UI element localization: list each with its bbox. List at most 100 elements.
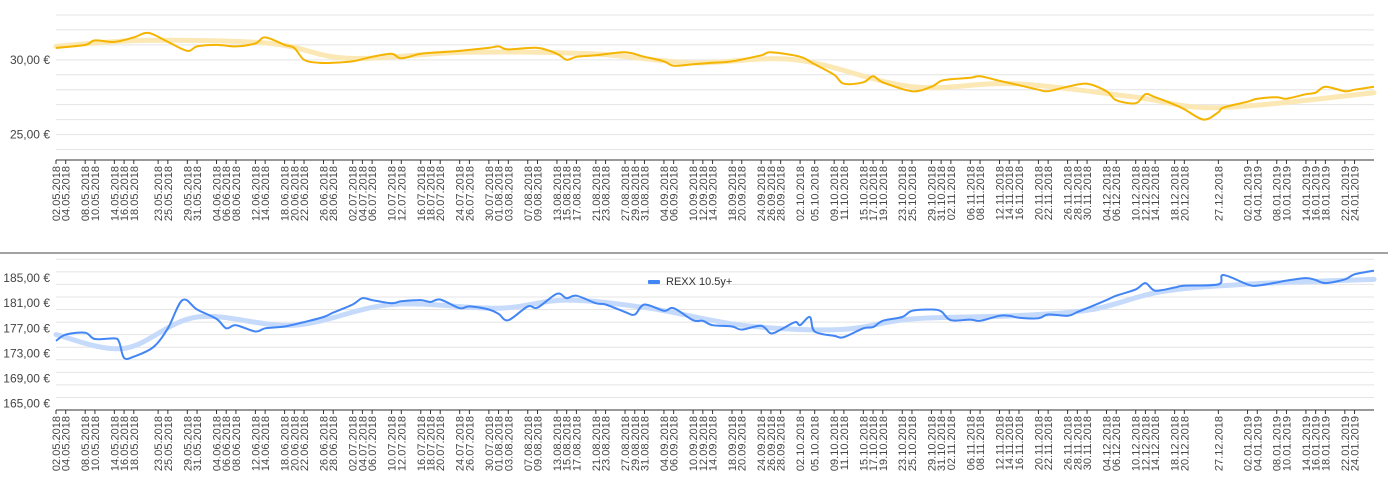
data-point [673, 308, 674, 309]
x-tick-label: 15.10.2018 [858, 166, 870, 221]
x-tick-label: 08.11.2018 [975, 416, 987, 470]
x-tick-label: 23.10.2018 [897, 416, 909, 471]
data-point [1135, 103, 1136, 104]
x-tick-label: 04.05.2018 [61, 166, 73, 221]
data-point [1257, 98, 1258, 99]
data-point [1203, 119, 1204, 120]
data-point [863, 328, 864, 329]
x-tick-label: 18.05.2018 [129, 416, 141, 471]
data-point [800, 325, 801, 326]
x-tick-label: 26.09.2018 [766, 416, 778, 471]
x-tick-label: 10.12.2018 [1131, 416, 1143, 471]
x-tick-label: 14.05.2018 [109, 416, 121, 471]
data-point [401, 301, 402, 302]
data-point [931, 309, 932, 310]
data-point [566, 298, 567, 299]
data-point [420, 53, 421, 54]
x-tick-label: 02.11.2018 [946, 166, 958, 220]
data-point [1223, 275, 1224, 276]
data-point [1344, 91, 1345, 92]
data-point [508, 320, 509, 321]
data-point [1276, 97, 1277, 98]
x-tick-label: 30.07.2018 [484, 166, 496, 221]
x-tick-label: 06.11.2018 [965, 166, 977, 220]
x-tick-label: 28.09.2018 [776, 416, 788, 471]
data-point [843, 83, 844, 84]
x-tick-label: 20.11.2018 [1033, 166, 1045, 220]
data-point [741, 329, 742, 330]
x-tick-label: 14.12.2018 [1150, 416, 1162, 471]
data-point [1145, 94, 1146, 95]
data-point [226, 328, 227, 329]
x-tick-label: 28.11.2018 [1072, 166, 1084, 220]
data-point [1067, 315, 1068, 316]
x-tick-label: 16.11.2018 [1014, 416, 1026, 470]
x-tick-label: 10.12.2018 [1131, 166, 1143, 221]
data-point [1374, 86, 1375, 87]
x-tick-label: 02.05.2018 [51, 166, 63, 221]
data-point [761, 325, 762, 326]
data-point [304, 322, 305, 323]
x-tick-label: 14.01.2019 [1301, 166, 1313, 221]
x-tick-label: 22.06.2018 [299, 166, 311, 221]
x-tick-label: 27.12.2018 [1213, 416, 1225, 471]
x-tick-label: 31.05.2018 [192, 416, 204, 471]
x-tick-label: 12.12.2018 [1140, 416, 1152, 471]
x-tick-label: 03.08.2018 [503, 166, 515, 221]
data-point [800, 56, 801, 57]
data-point [1257, 285, 1258, 286]
x-tick-label: 23.10.2018 [897, 166, 909, 221]
x-tick-label: 28.11.2018 [1072, 416, 1084, 470]
x-tick-label: 17.08.2018 [571, 166, 583, 221]
x-tick-label: 25.10.2018 [907, 416, 919, 471]
x-tick-label: 02.10.2018 [795, 416, 807, 471]
x-tick-label: 06.11.2018 [965, 416, 977, 470]
x-tick-label: 06.12.2018 [1111, 416, 1123, 471]
data-point [1315, 92, 1316, 93]
data-point [235, 46, 236, 47]
x-tick-label: 16.05.2018 [119, 166, 131, 221]
x-tick-label: 06.09.2018 [669, 416, 681, 471]
x-tick-label: 15.10.2018 [858, 416, 870, 471]
data-point [693, 320, 694, 321]
gridlines [56, 14, 1374, 151]
data-point [235, 325, 236, 326]
x-tick-label: 20.07.2018 [435, 166, 447, 221]
x-tick-label: 04.12.2018 [1102, 416, 1114, 471]
data-point [1184, 109, 1185, 110]
data-point [440, 299, 441, 300]
x-tick-label: 20.11.2018 [1033, 416, 1045, 470]
x-tick-label: 10.09.2018 [688, 166, 700, 221]
data-point [372, 300, 373, 301]
data-point [1276, 282, 1277, 283]
x-tick-label: 08.11.2018 [975, 166, 987, 220]
x-tick-label: 23.08.2018 [601, 416, 613, 471]
data-point [333, 62, 334, 63]
data-point [576, 295, 577, 296]
data-point [1067, 86, 1068, 87]
data-point [133, 37, 134, 38]
x-tick-label: 04.06.2018 [212, 416, 224, 471]
data-point [1145, 283, 1146, 284]
data-point [420, 300, 421, 301]
data-point [1019, 85, 1020, 86]
data-point [488, 47, 489, 48]
x-tick-label: 14.05.2018 [109, 166, 121, 221]
x-tick-label: 26.06.2018 [319, 416, 331, 471]
x-tick-label: 27.08.2018 [620, 166, 632, 221]
x-tick-label: 10.07.2018 [387, 166, 399, 221]
data-point [1087, 308, 1088, 309]
x-tick-label: 02.01.2019 [1243, 166, 1255, 221]
data-point [1305, 94, 1306, 95]
x-tick-label: 22.11.2018 [1043, 416, 1055, 470]
x-tick-label: 31.08.2018 [640, 166, 652, 221]
x-tick-label: 24.01.2019 [1350, 166, 1362, 221]
data-point [265, 328, 266, 329]
x-tick-label: 29.08.2018 [630, 416, 642, 471]
data-point [941, 80, 942, 81]
data-point [556, 53, 557, 54]
data-point [1155, 290, 1156, 291]
x-tick-label: 17.08.2018 [571, 416, 583, 471]
data-point [1019, 317, 1020, 318]
